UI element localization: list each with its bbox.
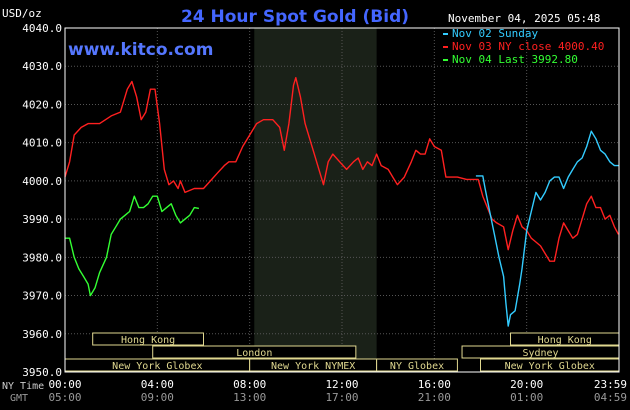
series-line-nov-03 (64, 76, 620, 262)
session-bar (376, 358, 458, 372)
x-tick-label-ny: 08:00 (233, 378, 266, 391)
legend-entry: Nov 04 Last 3992.80 (452, 53, 578, 66)
timestamp: November 04, 2025 05:48 (448, 12, 600, 25)
y-tick-label: 4030.0 (22, 60, 62, 73)
session-bar (92, 332, 204, 346)
y-tick-label: 3970.0 (22, 290, 62, 303)
plot-frame (64, 27, 620, 373)
legend-entry: Nov 02 Sunday (452, 27, 538, 40)
x-tick-label-ny: 23:59 (594, 378, 627, 391)
legend-entry: Nov 03 NY close 4000.40 (452, 40, 604, 53)
x-tick-label-gmt: 05:00 (48, 391, 81, 404)
legend-swatch (443, 59, 448, 61)
session-label: London (236, 348, 272, 359)
unit-label: USD/oz (2, 7, 42, 20)
y-tick-label: 3980.0 (22, 251, 62, 264)
x-tick-label-gmt: 09:00 (141, 391, 174, 404)
session-label: Hong Kong (121, 335, 175, 346)
legend-swatch (443, 46, 448, 48)
x-tick-label-ny: 16:00 (418, 378, 451, 391)
x-tick-label-ny: 04:00 (141, 378, 174, 391)
nymex-session-shade (254, 28, 377, 372)
y-tick-label: 3960.0 (22, 328, 62, 341)
x-tick-label-gmt: 17:00 (325, 391, 358, 404)
y-tick-label: 4020.0 (22, 98, 62, 111)
y-tick-label: 4040.0 (22, 22, 62, 35)
chart-title: 24 Hour Spot Gold (Bid) (181, 7, 409, 27)
session-label: New York Globex (112, 361, 202, 372)
x-tick-label-ny: 00:00 (48, 378, 81, 391)
session-label: New York NYMEX (271, 361, 355, 372)
session-bar (152, 345, 357, 359)
session-label: NY Globex (390, 361, 444, 372)
x-tick-label-ny: 20:00 (510, 378, 543, 391)
x-tick-label-gmt: 01:00 (510, 391, 543, 404)
y-tick-label: 4000.0 (22, 175, 62, 188)
y-tick-label: 3950.0 (22, 366, 62, 379)
y-tick-label: 4010.0 (22, 137, 62, 150)
legend-swatch (443, 33, 448, 35)
session-label: Sydney (522, 348, 558, 359)
x-tick-label-gmt: 21:00 (418, 391, 451, 404)
series-line-nov-02 (475, 130, 619, 327)
series-line-nov-04 (65, 195, 200, 297)
y-tick-label: 3990.0 (22, 213, 62, 226)
watermark: www.kitco.com (68, 40, 213, 60)
ny-time-label: NY Time (2, 381, 44, 392)
x-tick-label-gmt: 13:00 (233, 391, 266, 404)
x-tick-label-gmt: 04:59 (594, 391, 627, 404)
gmt-label: GMT (10, 393, 28, 404)
session-label: Hong Kong (538, 335, 592, 346)
session-label: New York Globex (505, 361, 595, 372)
x-tick-label-ny: 12:00 (325, 378, 358, 391)
